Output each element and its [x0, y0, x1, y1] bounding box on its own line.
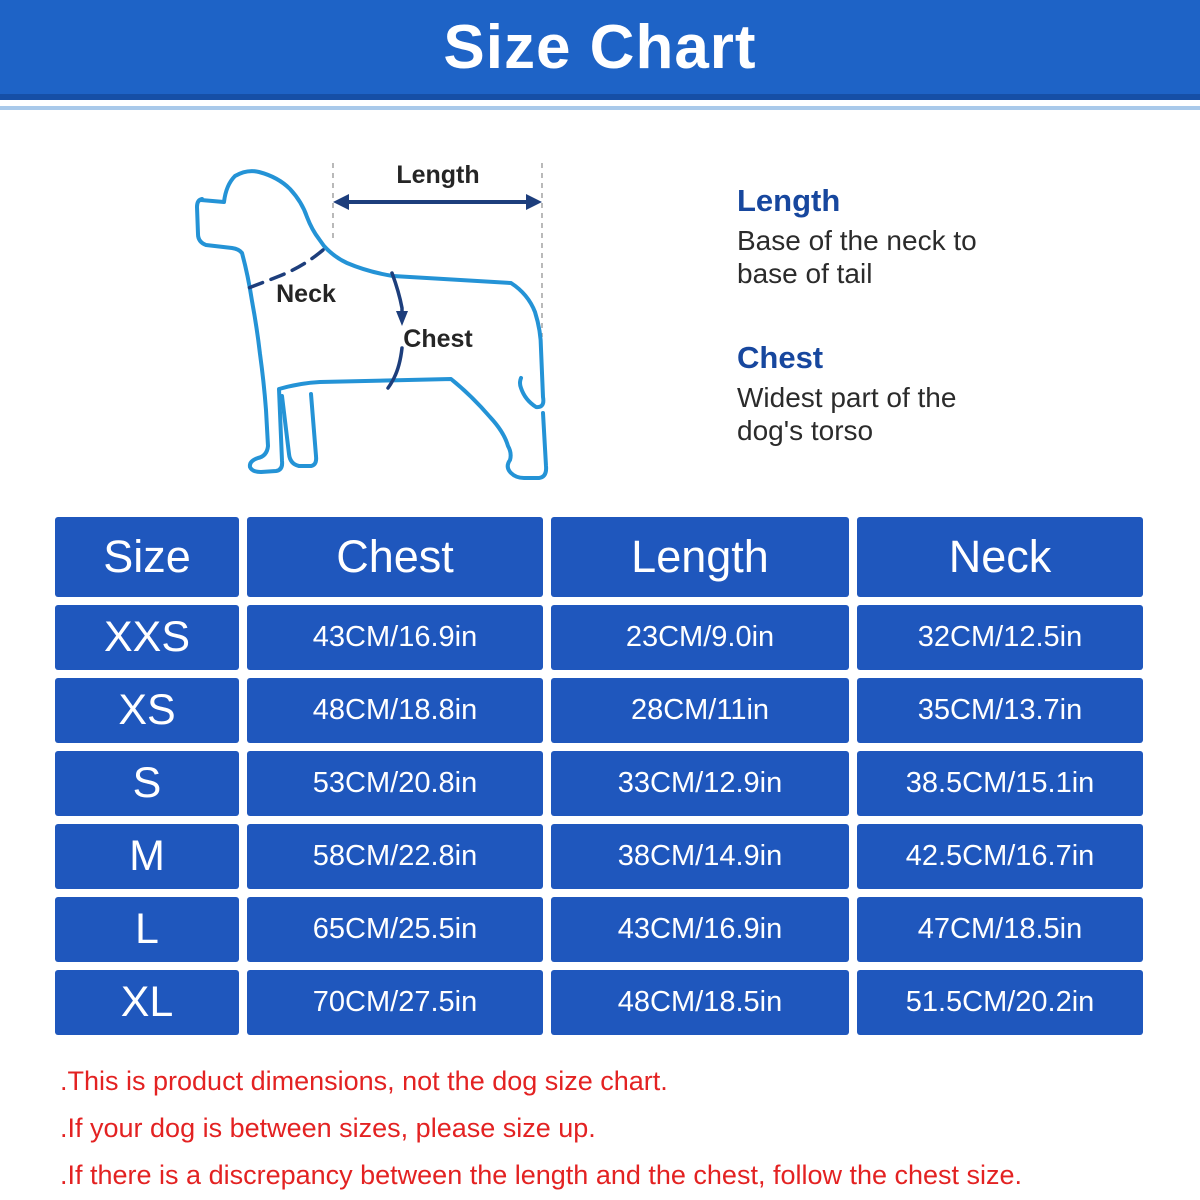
size-table: Size Chest Length Neck XXS 43CM/16.9in 2… [55, 517, 1143, 1035]
table-cell-neck: 47CM/18.5in [857, 897, 1143, 962]
dog-head-back-tail-outline [199, 169, 546, 410]
length-diagram-label: Length [396, 161, 479, 189]
dog-body-legs-outline [195, 197, 549, 480]
chest-measure-lower [386, 346, 404, 390]
table-cell-size: L [55, 897, 239, 962]
table-cell-neck: 38.5CM/15.1in [857, 751, 1143, 816]
chest-diagram-label: Chest [403, 325, 473, 353]
legend-chest-heading: Chest [737, 340, 824, 375]
footnote-line: .This is product dimensions, not the dog… [60, 1066, 668, 1096]
table-cell-neck: 32CM/12.5in [857, 605, 1143, 670]
table-cell-neck: 51.5CM/20.2in [857, 970, 1143, 1035]
table-cell-length: 48CM/18.5in [551, 970, 849, 1035]
table-cell-chest: 53CM/20.8in [247, 751, 543, 816]
table-cell-length: 23CM/9.0in [551, 605, 849, 670]
table-cell-size: XXS [55, 605, 239, 670]
table-cell-size: M [55, 824, 239, 889]
dog-measurement-diagram: Length Neck Chest [195, 161, 549, 480]
table-cell-chest: 48CM/18.8in [247, 678, 543, 743]
table-header-size: Size [55, 517, 239, 597]
table-cell-size: S [55, 751, 239, 816]
table-header-neck: Neck [857, 517, 1143, 597]
header-bar: Size Chart [0, 0, 1200, 100]
table-cell-length: 43CM/16.9in [551, 897, 849, 962]
header-accent-line [0, 106, 1200, 110]
table-cell-neck: 35CM/13.7in [857, 678, 1143, 743]
legend-length: Length Base of the neck to base of tail [737, 183, 1025, 290]
table-cell-length: 38CM/14.9in [551, 824, 849, 889]
footnote-line: .If there is a discrepancy between the l… [60, 1160, 1023, 1190]
neck-diagram-label: Neck [276, 280, 336, 308]
table-cell-chest: 70CM/27.5in [247, 970, 543, 1035]
legend-chest: Chest Widest part of the dog's torso [737, 340, 1025, 447]
length-arrowhead-left [333, 194, 349, 210]
table-cell-chest: 58CM/22.8in [247, 824, 543, 889]
measurement-legend: Length Base of the neck to base of tail … [737, 183, 1025, 447]
table-cell-length: 28CM/11in [551, 678, 849, 743]
chest-measure-upper [390, 271, 404, 315]
table-header-chest: Chest [247, 517, 543, 597]
legend-chest-description: Widest part of the dog's torso [737, 382, 957, 446]
table-cell-chest: 65CM/25.5in [247, 897, 543, 962]
legend-length-description: Base of the neck to base of tail [737, 225, 977, 289]
chest-measure-arrowhead [396, 311, 408, 326]
page-title: Size Chart [443, 13, 757, 82]
neck-measure-arc [244, 248, 325, 291]
length-arrowhead-right [526, 194, 542, 210]
footnotes: .This is product dimensions, not the dog… [60, 1058, 1180, 1199]
footnote-line: .If your dog is between sizes, please si… [60, 1113, 596, 1143]
legend-length-heading: Length [737, 183, 841, 218]
table-cell-size: XS [55, 678, 239, 743]
dog-far-front-leg-outline [280, 392, 319, 468]
table-cell-chest: 43CM/16.9in [247, 605, 543, 670]
table-cell-length: 33CM/12.9in [551, 751, 849, 816]
table-cell-neck: 42.5CM/16.7in [857, 824, 1143, 889]
table-cell-size: XL [55, 970, 239, 1035]
table-header-length: Length [551, 517, 849, 597]
